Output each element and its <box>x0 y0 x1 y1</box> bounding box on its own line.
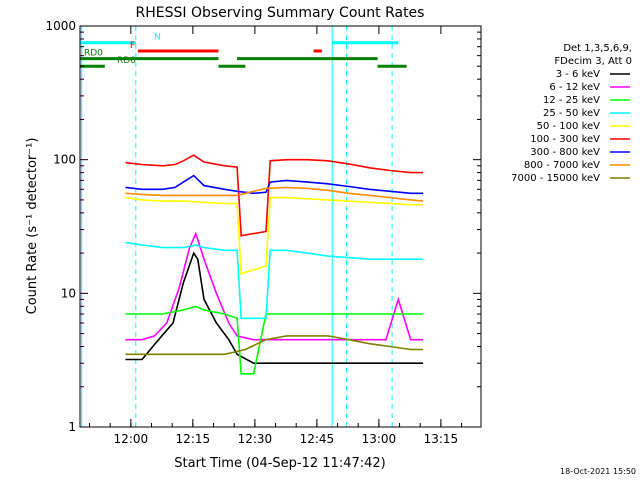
legend-label: 6 - 12 keV <box>549 82 600 93</box>
legend-label: 100 - 300 keV <box>530 134 600 145</box>
legend-label: 300 - 800 keV <box>530 147 600 158</box>
state-bars-layer: N F RD0 RD6 <box>80 33 407 68</box>
series-line-3 <box>125 241 424 320</box>
plot-frame <box>79 25 482 428</box>
legend-label: 50 - 100 keV <box>537 121 601 132</box>
legend-label: 800 - 7000 keV <box>524 160 600 171</box>
legend-label: 3 - 6 keV <box>556 69 600 80</box>
legend-label: 25 - 50 keV <box>543 108 600 119</box>
legend-label: 12 - 25 keV <box>543 95 600 106</box>
chart-title: RHESSI Observing Summary Count Rates <box>136 5 425 21</box>
y-axis-label: Count Rate (s⁻¹ detector⁻¹) <box>25 138 40 315</box>
legend-header: Det 1,3,5,6,9, <box>563 43 632 54</box>
y-tick-label: 10 <box>61 286 76 300</box>
series-line-8 <box>125 335 424 356</box>
series-line-1 <box>125 231 424 341</box>
series-line-0 <box>125 251 424 365</box>
series-line-7 <box>125 186 424 202</box>
state-bar-label: F <box>130 41 135 51</box>
legend: Det 1,3,5,6,9, FDecim 3, Att 0 3 - 6 keV 6 … <box>511 43 632 184</box>
state-bar-label: N <box>154 33 161 43</box>
legend-header: FDecim 3, Att 0 <box>554 56 632 67</box>
series-line-5 <box>125 154 424 237</box>
x-tick-label: 13:15 <box>424 432 459 446</box>
y-tick-label: 1 <box>68 420 76 434</box>
y-tick-label: 1000 <box>45 19 76 33</box>
x-tick-label: 12:15 <box>176 432 211 446</box>
x-tick-label: 13:00 <box>362 432 397 446</box>
state-bar-label: RD0 <box>84 49 103 59</box>
axes-layer: 12:00 12:15 12:30 12:45 13:00 13:15 1 10 100 1000 <box>45 19 481 446</box>
x-tick-label: 12:30 <box>238 432 273 446</box>
series-layer <box>81 26 424 427</box>
footer-timestamp: 18-Oct-2021 15:50 <box>560 467 636 476</box>
x-tick-label: 12:00 <box>114 432 149 446</box>
x-axis-label: Start Time (04-Sep-12 11:47:42) <box>174 456 385 471</box>
x-tick-label: 12:45 <box>300 432 335 446</box>
legend-label: 7000 - 15000 keV <box>511 173 600 184</box>
series-line-6 <box>125 174 424 195</box>
series-line-2 <box>125 305 424 375</box>
state-bar-label: RD6 <box>117 56 136 66</box>
series-line-4 <box>125 196 424 275</box>
y-tick-label: 100 <box>53 153 76 167</box>
